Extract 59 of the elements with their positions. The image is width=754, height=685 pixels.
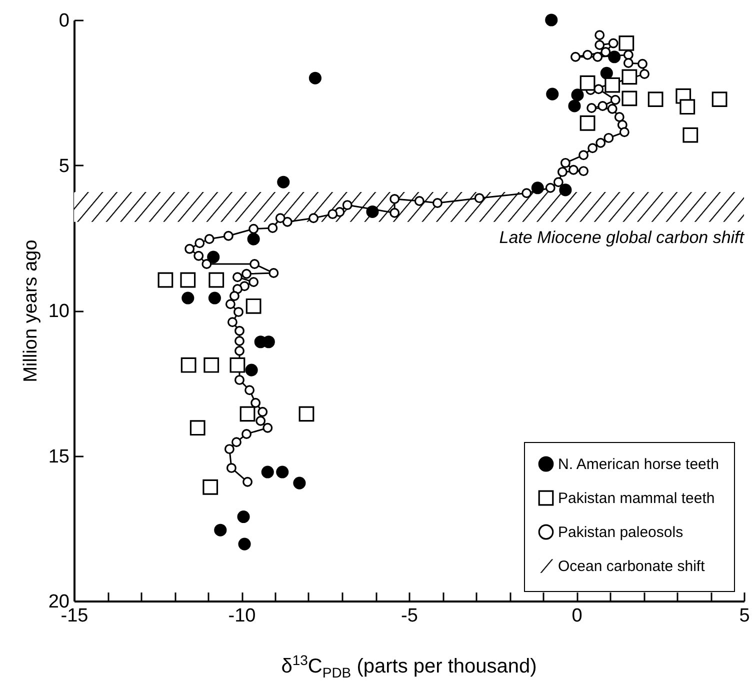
point [680, 99, 696, 115]
point [214, 524, 227, 536]
point [207, 250, 220, 264]
legend-label: Pakistan mammal teeth [558, 490, 715, 507]
point [190, 420, 206, 436]
x-tick-label: 0 [572, 606, 582, 626]
point [238, 538, 251, 550]
point [277, 176, 290, 188]
point [608, 50, 621, 64]
point [568, 100, 581, 112]
point [531, 182, 544, 194]
point [298, 406, 314, 422]
x-tick-label: 5 [739, 606, 750, 626]
y-tick-label: 0 [58, 10, 70, 32]
point [622, 90, 638, 106]
point [246, 298, 262, 314]
point [180, 272, 196, 288]
point [600, 66, 613, 80]
legend-label: N. American horse teeth [558, 456, 719, 473]
point [618, 36, 634, 51]
point [261, 466, 274, 478]
point [545, 14, 558, 26]
point [559, 184, 572, 196]
legend-label: Pakistan paleosols [558, 524, 684, 541]
point [604, 77, 620, 93]
point [158, 272, 174, 288]
point [580, 75, 596, 91]
point [546, 88, 559, 100]
x-tick-label: -10 [228, 606, 256, 626]
point [208, 292, 221, 304]
point [622, 69, 638, 85]
y-axis-title: Million years ago [20, 240, 42, 382]
point [366, 205, 379, 218]
point [293, 476, 306, 490]
x-tick-label: -5 [401, 606, 418, 626]
point [182, 292, 194, 304]
point [712, 92, 728, 107]
y-tick-label: 5 [58, 156, 70, 177]
point [204, 357, 220, 373]
legend-label: Ocean carbonate shift [558, 558, 706, 575]
y-tick-label: 20 [48, 592, 70, 612]
annotation: Late Miocene global carbon shift [499, 228, 746, 247]
point [245, 364, 258, 376]
y-tick-label: 15 [48, 446, 70, 468]
point [230, 357, 246, 373]
y-tick-label: 10 [48, 301, 70, 322]
point [208, 272, 224, 288]
point [308, 72, 322, 84]
point [648, 92, 664, 107]
x-axis-title: δ$^{13}$C$_{PDB}$ (parts per thousand) [280, 652, 538, 681]
point [571, 88, 584, 102]
point [237, 510, 250, 524]
point [682, 127, 698, 143]
point [247, 232, 260, 246]
point [580, 115, 596, 131]
point [276, 466, 289, 478]
point [240, 406, 256, 422]
point [202, 479, 218, 495]
point [180, 357, 196, 373]
